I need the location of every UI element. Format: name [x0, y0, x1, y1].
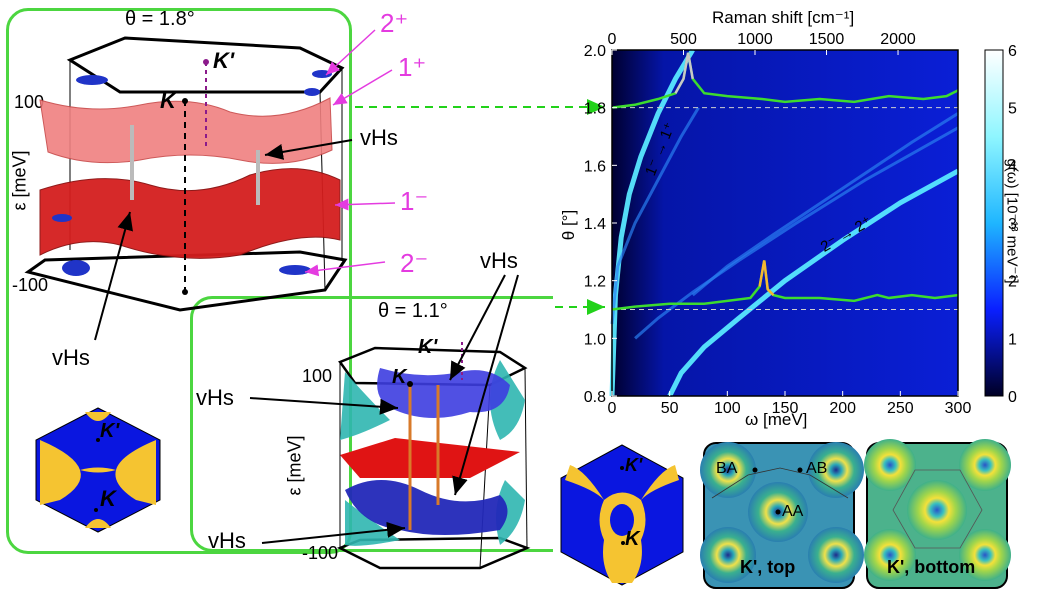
panel-b-teal-surface-bottom [345, 500, 400, 546]
panel-a-label-1minus: 1⁻ [400, 186, 429, 216]
panel-a-k-label: K [160, 88, 176, 113]
heatmap-xlabel: ω [meV] [745, 410, 808, 429]
heatmap-spectrum-1-8 [611, 52, 959, 109]
panel-a-bz-kp: K' [100, 420, 120, 442]
panel-b-k-label: K [392, 366, 407, 388]
heatmap-toptick-label: 0 [608, 31, 617, 48]
panel-a-pocket [304, 88, 320, 96]
panel-b-frame [190, 296, 553, 552]
map-top-ba-label: BA [716, 460, 738, 477]
heatmap-colorbar-tick: 3 [1008, 216, 1017, 233]
panel-b-vhs-mid-left-arrow [249, 397, 399, 415]
panel-a-bottom-hexagon [24, 250, 348, 312]
heatmap-colorbar-tick: 4 [1008, 158, 1017, 175]
heatmap-band [610, 106, 700, 325]
heatmap-colorbar-tick: 2 [1008, 274, 1017, 291]
heatmap-band [667, 168, 960, 398]
heatmap-ytick-label: 2.0 [584, 43, 606, 60]
panel-a-2minus-arrow [304, 261, 386, 277]
panel-b-title: θ = 1.1° [378, 300, 448, 322]
panel-b-vhs-bottom-left-arrow [261, 521, 406, 544]
heatmap-colorbar-tick: 0 [1008, 389, 1017, 406]
heatmap-ytick-label: 1.8 [584, 101, 606, 118]
panel-a-pocket [76, 75, 108, 85]
panel-a-title: θ = 1.8° [125, 8, 195, 30]
heatmap-xtick-label: 300 [945, 400, 972, 417]
panel-b-vhs-mid-left: vHs [196, 385, 234, 410]
panel-b-vhs-top-right: vHs [480, 248, 518, 273]
heatmap-ytick-label: 0.8 [584, 389, 606, 406]
panel-a-pocket [279, 265, 311, 275]
heatmap-ytick-label: 1.2 [584, 274, 606, 291]
heatmap-peak-1-1 [758, 260, 775, 296]
heatmap-xtick-label: 50 [661, 400, 679, 417]
panel-a-1plus-arrow [332, 69, 393, 106]
panel-b-bz-kp: K' [625, 455, 643, 475]
panel-a-bz-k: K [100, 486, 116, 511]
panel-a-vhs-upper: vHs [360, 125, 398, 150]
map-top-caption: K', top [740, 557, 796, 577]
heatmap-xtick-label: 200 [829, 400, 856, 417]
heatmap-ytick-label: 1.4 [584, 216, 606, 233]
panel-b-tick-minus100: -100 [302, 543, 339, 563]
panel-a-pocket [312, 70, 332, 78]
heatmap-toptick-label: 500 [670, 31, 697, 48]
panel-b-kp-label: K' [418, 336, 438, 358]
panel-a-vhs-upper-arrow [264, 139, 353, 160]
heatmap-band [634, 126, 959, 340]
map-top-ab-label: AB [806, 460, 828, 477]
heatmap-xtick-label: 250 [887, 400, 914, 417]
panel-a-pocket [62, 260, 90, 276]
heatmap-colorbar-tick: 5 [1008, 101, 1017, 118]
panel-a-kp-label: K' [213, 48, 235, 73]
panel-a-vhs-lower-arrow [94, 211, 133, 341]
panel-a-label-1plus: 1⁺ [398, 52, 427, 82]
panel-a-2plus-arrow [325, 29, 376, 76]
panel-b-vhs-bottom-left: vHs [208, 528, 246, 553]
heatmap-toptick-label: 1000 [737, 31, 773, 48]
panel-a-tick-minus100: -100 [12, 275, 49, 295]
heatmap-xtick-label: 0 [608, 400, 617, 417]
panel-a-frame [6, 8, 352, 554]
heatmap-chart: 0 50 100 150 200 250 3000.81.01.21.41.61.82.00… [584, 31, 1017, 417]
map-bottom-caption: K', bottom [887, 557, 976, 577]
heatmap-top-xlabel: Raman shift [cm⁻¹] [712, 8, 855, 27]
panel-b-ylabel: ε [meV] [284, 435, 305, 496]
heatmap-colorbar-tick: 1 [1008, 331, 1017, 348]
heatmap-ytick-label: 1.6 [584, 158, 606, 175]
panel-b-red-plane [340, 438, 520, 478]
heatmap-toptick-label: 1500 [809, 31, 845, 48]
heatmap-colorbar [984, 49, 1004, 397]
panel-b-blue-lower [345, 480, 508, 535]
panel-a-pocket [52, 214, 72, 222]
panel-a-vhs-lower: vHs [52, 345, 90, 370]
panel-b-tick-100: 100 [302, 366, 333, 386]
panel-b-bz-hexagon [560, 444, 684, 586]
heatmap-ytick-label: 1.0 [584, 331, 606, 348]
heatmap-toptick-label: 2000 [880, 31, 916, 48]
panel-a-tick-100: 100 [14, 92, 45, 112]
panel-a-bz-hexagon [35, 407, 161, 533]
heatmap-xtick-label: 100 [714, 400, 741, 417]
panel-b-bz-k: K [625, 528, 640, 550]
heatmap-xtick-label: 150 [772, 400, 799, 417]
panel-b-map-top [700, 442, 864, 589]
heatmap-band [691, 112, 959, 297]
heatmap-colorbar-label: g(ω) [10⁻¹³ meV⁻¹] [1003, 158, 1021, 284]
heatmap-colorbar-tick: 6 [1008, 43, 1017, 60]
panel-b-vhs-top-right-arrow [449, 274, 506, 381]
panel-a-label-2plus: 2⁺ [380, 8, 409, 38]
panel-b-teal-surface-bottom-right [496, 480, 525, 545]
panel-a-band-1plus [39, 97, 333, 164]
panel-b-map-bottom [864, 439, 1011, 589]
panel-a-1minus-arrow [334, 198, 396, 211]
map-top-aa-label: AA [782, 503, 804, 520]
panel-a-band-1minus [39, 168, 341, 259]
heatmap-peak-1-8 [674, 52, 694, 94]
heatmap-ylabel: θ [°] [559, 209, 579, 241]
panel-b-vhs-top-right-arrow-2 [452, 274, 519, 496]
panel-a-label-2minus: 2⁻ [400, 248, 429, 278]
